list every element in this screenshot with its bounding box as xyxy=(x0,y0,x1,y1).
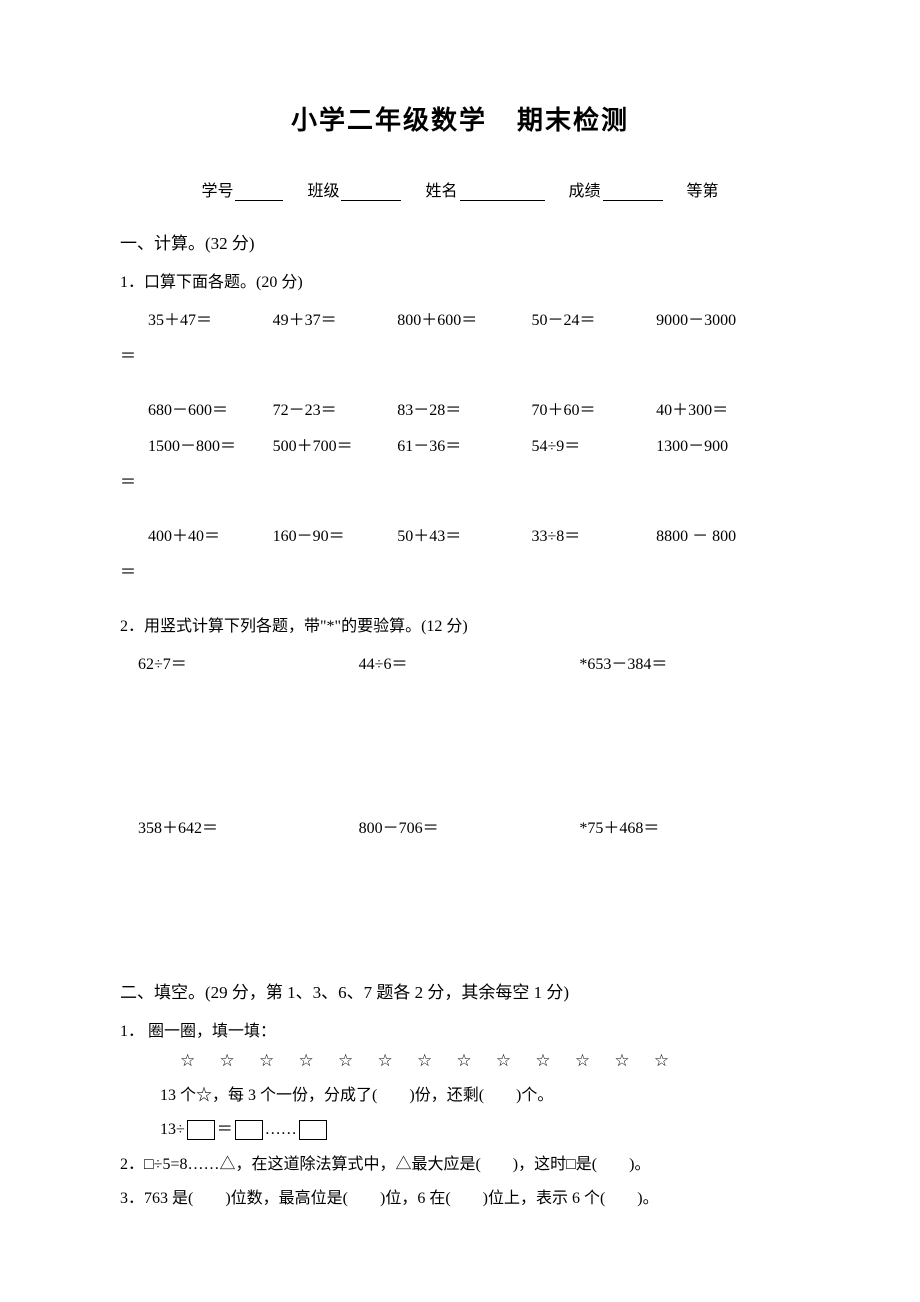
calc-item: 680－600＝ xyxy=(148,396,273,420)
q2-row-1: 62÷7＝ 44÷6＝ *653－384＝ xyxy=(120,650,800,674)
s2-q1-heading: 1． 圈一圈，填一填： xyxy=(120,1017,800,1041)
student-id-blank xyxy=(235,183,283,201)
section2-heading: 二、填空。(29 分，第 1、3、6、7 题各 2 分，其余每空 1 分) xyxy=(120,978,800,1003)
name-blank xyxy=(460,183,545,201)
name-label: 姓名 xyxy=(425,183,457,200)
exam-title: 小学二年级数学 期末检测 xyxy=(120,100,800,137)
q2-row-2: 358＋642＝ 800－706＝ *75＋468＝ xyxy=(120,814,800,838)
stars-row: ☆ ☆ ☆ ☆ ☆ ☆ ☆ ☆ ☆ ☆ ☆ ☆ ☆ xyxy=(120,1051,800,1071)
q2-item: 44÷6＝ xyxy=(359,650,580,674)
calc-item: 35＋47＝ xyxy=(148,306,273,330)
answer-box xyxy=(299,1120,327,1140)
s2-q3: 3．763 是( )位数，最高位是( )位，6 在( )位上，表示 6 个( )… xyxy=(120,1184,800,1208)
calc-item: 1300－900 xyxy=(656,432,800,456)
class-blank xyxy=(341,183,401,201)
eq-mark: ＝ xyxy=(120,558,800,582)
calc-item: 160－90＝ xyxy=(273,522,398,546)
title-part1: 小学二年级数学 xyxy=(291,106,487,135)
calc-row-4: 400＋40＝ 160－90＝ 50＋43＝ 33÷8＝ 8800 － 800 xyxy=(120,522,800,546)
calc-item: 500＋700＝ xyxy=(273,432,398,456)
calc-row-3: 1500－800＝ 500＋700＝ 61－36＝ 54÷9＝ 1300－900 xyxy=(120,432,800,456)
calc-row-1: 35＋47＝ 49＋37＝ 800＋600＝ 50－24＝ 9000－3000 xyxy=(120,306,800,330)
calc-item: 50－24＝ xyxy=(532,306,657,330)
q2-item: *653－384＝ xyxy=(579,650,800,674)
calc-item: 49＋37＝ xyxy=(273,306,398,330)
calc-item: 61－36＝ xyxy=(397,432,531,456)
grade-label: 等第 xyxy=(687,183,719,200)
calc-item: 40＋300＝ xyxy=(656,396,800,420)
calc-item: 33÷8＝ xyxy=(532,522,657,546)
student-id-label: 学号 xyxy=(201,183,233,200)
q2-item: 358＋642＝ xyxy=(138,814,359,838)
calc-item: 800＋600＝ xyxy=(397,306,531,330)
calc-item: 70＋60＝ xyxy=(532,396,657,420)
text: )份，还剩( xyxy=(409,1087,484,1104)
answer-box xyxy=(187,1120,215,1140)
calc-item: 54÷9＝ xyxy=(532,432,657,456)
section1-heading: 一、计算。(32 分) xyxy=(120,229,800,254)
text: 13÷ xyxy=(160,1121,185,1138)
q2-item: 800－706＝ xyxy=(359,814,580,838)
calc-item: 50＋43＝ xyxy=(397,522,531,546)
s2-q1-line2: 13÷ ＝ …… xyxy=(120,1115,800,1140)
student-info-line: 学号 班级 姓名 成绩 等第 xyxy=(120,177,800,201)
eq-mark: ＝ xyxy=(120,342,800,366)
score-label: 成绩 xyxy=(569,183,601,200)
eq-mark: ＝ xyxy=(120,468,800,492)
calc-item: 400＋40＝ xyxy=(148,522,273,546)
calc-item: 8800 － 800 xyxy=(656,522,800,546)
calc-item: 1500－800＝ xyxy=(148,432,273,456)
title-part2: 期末检测 xyxy=(517,106,629,135)
text: )个。 xyxy=(516,1087,553,1104)
s2-q2: 2．□÷5=8……△，在这道除法算式中，△最大应是( )，这时□是( )。 xyxy=(120,1150,800,1174)
text: ＝ xyxy=(217,1121,233,1138)
q2-item: 62÷7＝ xyxy=(138,650,359,674)
q2-item: *75＋468＝ xyxy=(579,814,800,838)
q2-heading: 2．用竖式计算下列各题，带"*"的要验算。(12 分) xyxy=(120,612,800,636)
calc-item: 9000－3000 xyxy=(656,306,800,330)
calc-item: 72－23＝ xyxy=(273,396,398,420)
answer-box xyxy=(235,1120,263,1140)
calc-item: 83－28＝ xyxy=(397,396,531,420)
score-blank xyxy=(603,183,663,201)
text: 13 个☆，每 3 个一份，分成了( xyxy=(160,1087,377,1104)
text: …… xyxy=(265,1121,297,1138)
s2-q1-line1: 13 个☆，每 3 个一份，分成了( )份，还剩( )个。 xyxy=(120,1081,800,1105)
calc-row-2: 680－600＝ 72－23＝ 83－28＝ 70＋60＝ 40＋300＝ xyxy=(120,396,800,420)
class-label: 班级 xyxy=(307,183,339,200)
q1-heading: 1．口算下面各题。(20 分) xyxy=(120,268,800,292)
